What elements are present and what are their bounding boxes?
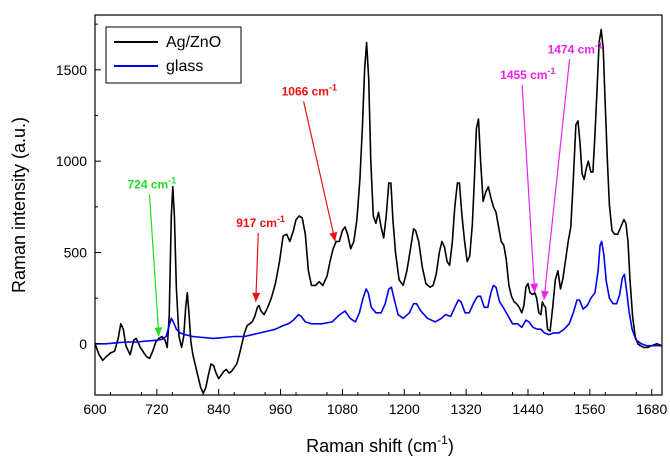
annotation-arrow-line [303,101,336,242]
x-axis-title: Raman shift (cm-1) [306,433,454,456]
x-tick-label: 840 [207,401,231,417]
annotation-arrow-head [530,283,539,293]
annotation-label: 1066 cm-1 [282,82,337,98]
y-tick-label: 500 [64,245,88,261]
x-tick-label: 600 [83,401,107,417]
x-axis-ticks: 600 720 840 960 1080 1200 1320 1440 1560 1680 [83,389,667,417]
annotation-label-sup: -1 [277,214,285,224]
annotation-label-text: 724 cm [127,178,168,192]
annotation-label-text: 1066 cm [282,84,329,98]
x-tick-label: 1560 [574,401,605,417]
x-tick-label: 1080 [327,401,358,417]
legend-label-ag-zno: Ag/ZnO [166,34,221,51]
annotation-arrow-line [521,84,536,293]
annotation-label-text: 1455 cm [500,68,547,82]
annotation-label-text: 1474 cm [548,42,595,56]
x-tick-label: 720 [145,401,169,417]
legend: Ag/ZnO glass [105,26,242,84]
series-line-ag-zno [95,28,662,394]
y-axis-title: Raman intensity (a.u.) [9,117,29,293]
annotation-arrow-line [255,232,259,302]
annotation-label-sup: -1 [168,176,176,186]
x-tick-label: 1680 [636,401,667,417]
legend-box [105,26,242,84]
annotation-arrow-head [540,290,549,300]
x-tick-label: 1320 [451,401,482,417]
annotation-arrow-head [329,231,338,242]
y-axis-ticks: 0 500 1000 1500 [56,23,101,352]
y-tick-label: 1000 [56,153,87,169]
annotation-label-text: 917 cm [236,216,277,230]
x-tick-label: 1200 [389,401,420,417]
annotation-arrow-line [148,194,160,337]
annotation-label-sup: -1 [595,40,603,50]
annotation-label-sup: -1 [329,82,337,92]
annotation-label: 1455 cm-1 [500,66,555,82]
annotation-label-sup: -1 [548,66,556,76]
annotation-label: 724 cm-1 [127,176,176,192]
plot-frame [94,14,663,396]
x-tick-label: 1440 [512,401,543,417]
y-tick-label: 0 [79,336,87,352]
annotation-arrow-line [543,59,571,301]
annotation-arrow-head [154,327,163,337]
annotation-label: 1474 cm-1 [548,40,603,56]
annotation-label: 917 cm-1 [236,214,285,230]
legend-label-glass: glass [166,58,203,75]
series-line-glass [95,240,662,347]
x-tick-label: 960 [269,401,293,417]
series-layer [95,28,662,394]
y-tick-label: 1500 [56,62,87,78]
annotation-arrow-head [252,292,261,302]
